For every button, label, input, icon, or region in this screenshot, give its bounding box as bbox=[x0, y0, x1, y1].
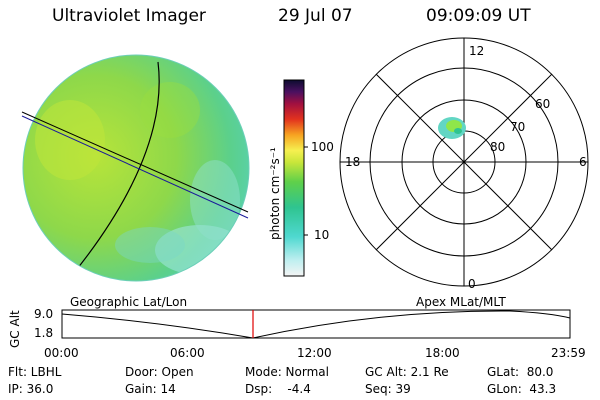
colorbar-tick-10: 10 bbox=[314, 228, 330, 242]
polar-label-6: 6 bbox=[579, 155, 587, 169]
polar-label-18: 18 bbox=[345, 155, 361, 169]
date-label: 29 Jul 07 bbox=[278, 6, 353, 26]
orbit-altitude-curve bbox=[61, 310, 571, 339]
app-title: Ultraviolet Imager bbox=[52, 6, 206, 26]
polar-label-12: 12 bbox=[469, 44, 485, 58]
meridian-line bbox=[59, 61, 160, 281]
colorbar-unit-label: photon cm⁻²s⁻¹ bbox=[268, 147, 282, 240]
info-seq: Seq: 39 bbox=[365, 382, 411, 396]
colorbar-tick-100: 100 bbox=[311, 140, 334, 154]
info-glon: GLon: 43.3 bbox=[487, 382, 557, 396]
orbit-right-label: Apex MLat/MLT bbox=[416, 295, 506, 309]
orbit-xtick-1: 06:00 bbox=[170, 346, 205, 360]
orbit-y-top: 9.0 bbox=[34, 307, 54, 321]
info-mode: Mode: Normal bbox=[245, 365, 329, 379]
orbit-xtick-2: 12:00 bbox=[297, 346, 332, 360]
orbit-y-bottom: 1.8 bbox=[34, 326, 54, 340]
orbit-axis-label: GC Alt bbox=[8, 310, 22, 348]
polar-label-lat-60: 60 bbox=[535, 97, 551, 111]
info-glat: GLat: 80.0 bbox=[487, 365, 554, 379]
info-dsp: Dsp: -4.4 bbox=[245, 382, 311, 396]
info-filter: Flt: LBHL bbox=[8, 365, 62, 379]
orbit-xtick-3: 18:00 bbox=[425, 346, 460, 360]
polar-label-lat-70: 70 bbox=[510, 120, 526, 134]
orbit-xtick-4: 23:59 bbox=[551, 346, 586, 360]
orbit-xtick-0: 00:00 bbox=[44, 346, 79, 360]
uvi-image-panel bbox=[21, 54, 250, 282]
info-door: Door: Open bbox=[125, 365, 194, 379]
polar-mlt-plot bbox=[339, 37, 589, 287]
time-label: 09:09:09 UT bbox=[426, 6, 531, 26]
polar-label-lat-80: 80 bbox=[490, 140, 506, 154]
polar-label-0: 0 bbox=[468, 277, 476, 291]
orbit-left-label: Geographic Lat/Lon bbox=[70, 295, 188, 309]
polar-diagonal-2 bbox=[375, 73, 553, 251]
orbit-altitude-plot bbox=[61, 309, 571, 339]
info-gain: Gain: 14 bbox=[125, 382, 176, 396]
terminator-line-1 bbox=[21, 111, 249, 213]
info-ip: IP: 36.0 bbox=[8, 382, 54, 396]
terminator-line-2 bbox=[21, 115, 249, 219]
info-gc-alt: GC Alt: 2.1 Re bbox=[365, 365, 449, 379]
colorbar bbox=[283, 79, 308, 277]
